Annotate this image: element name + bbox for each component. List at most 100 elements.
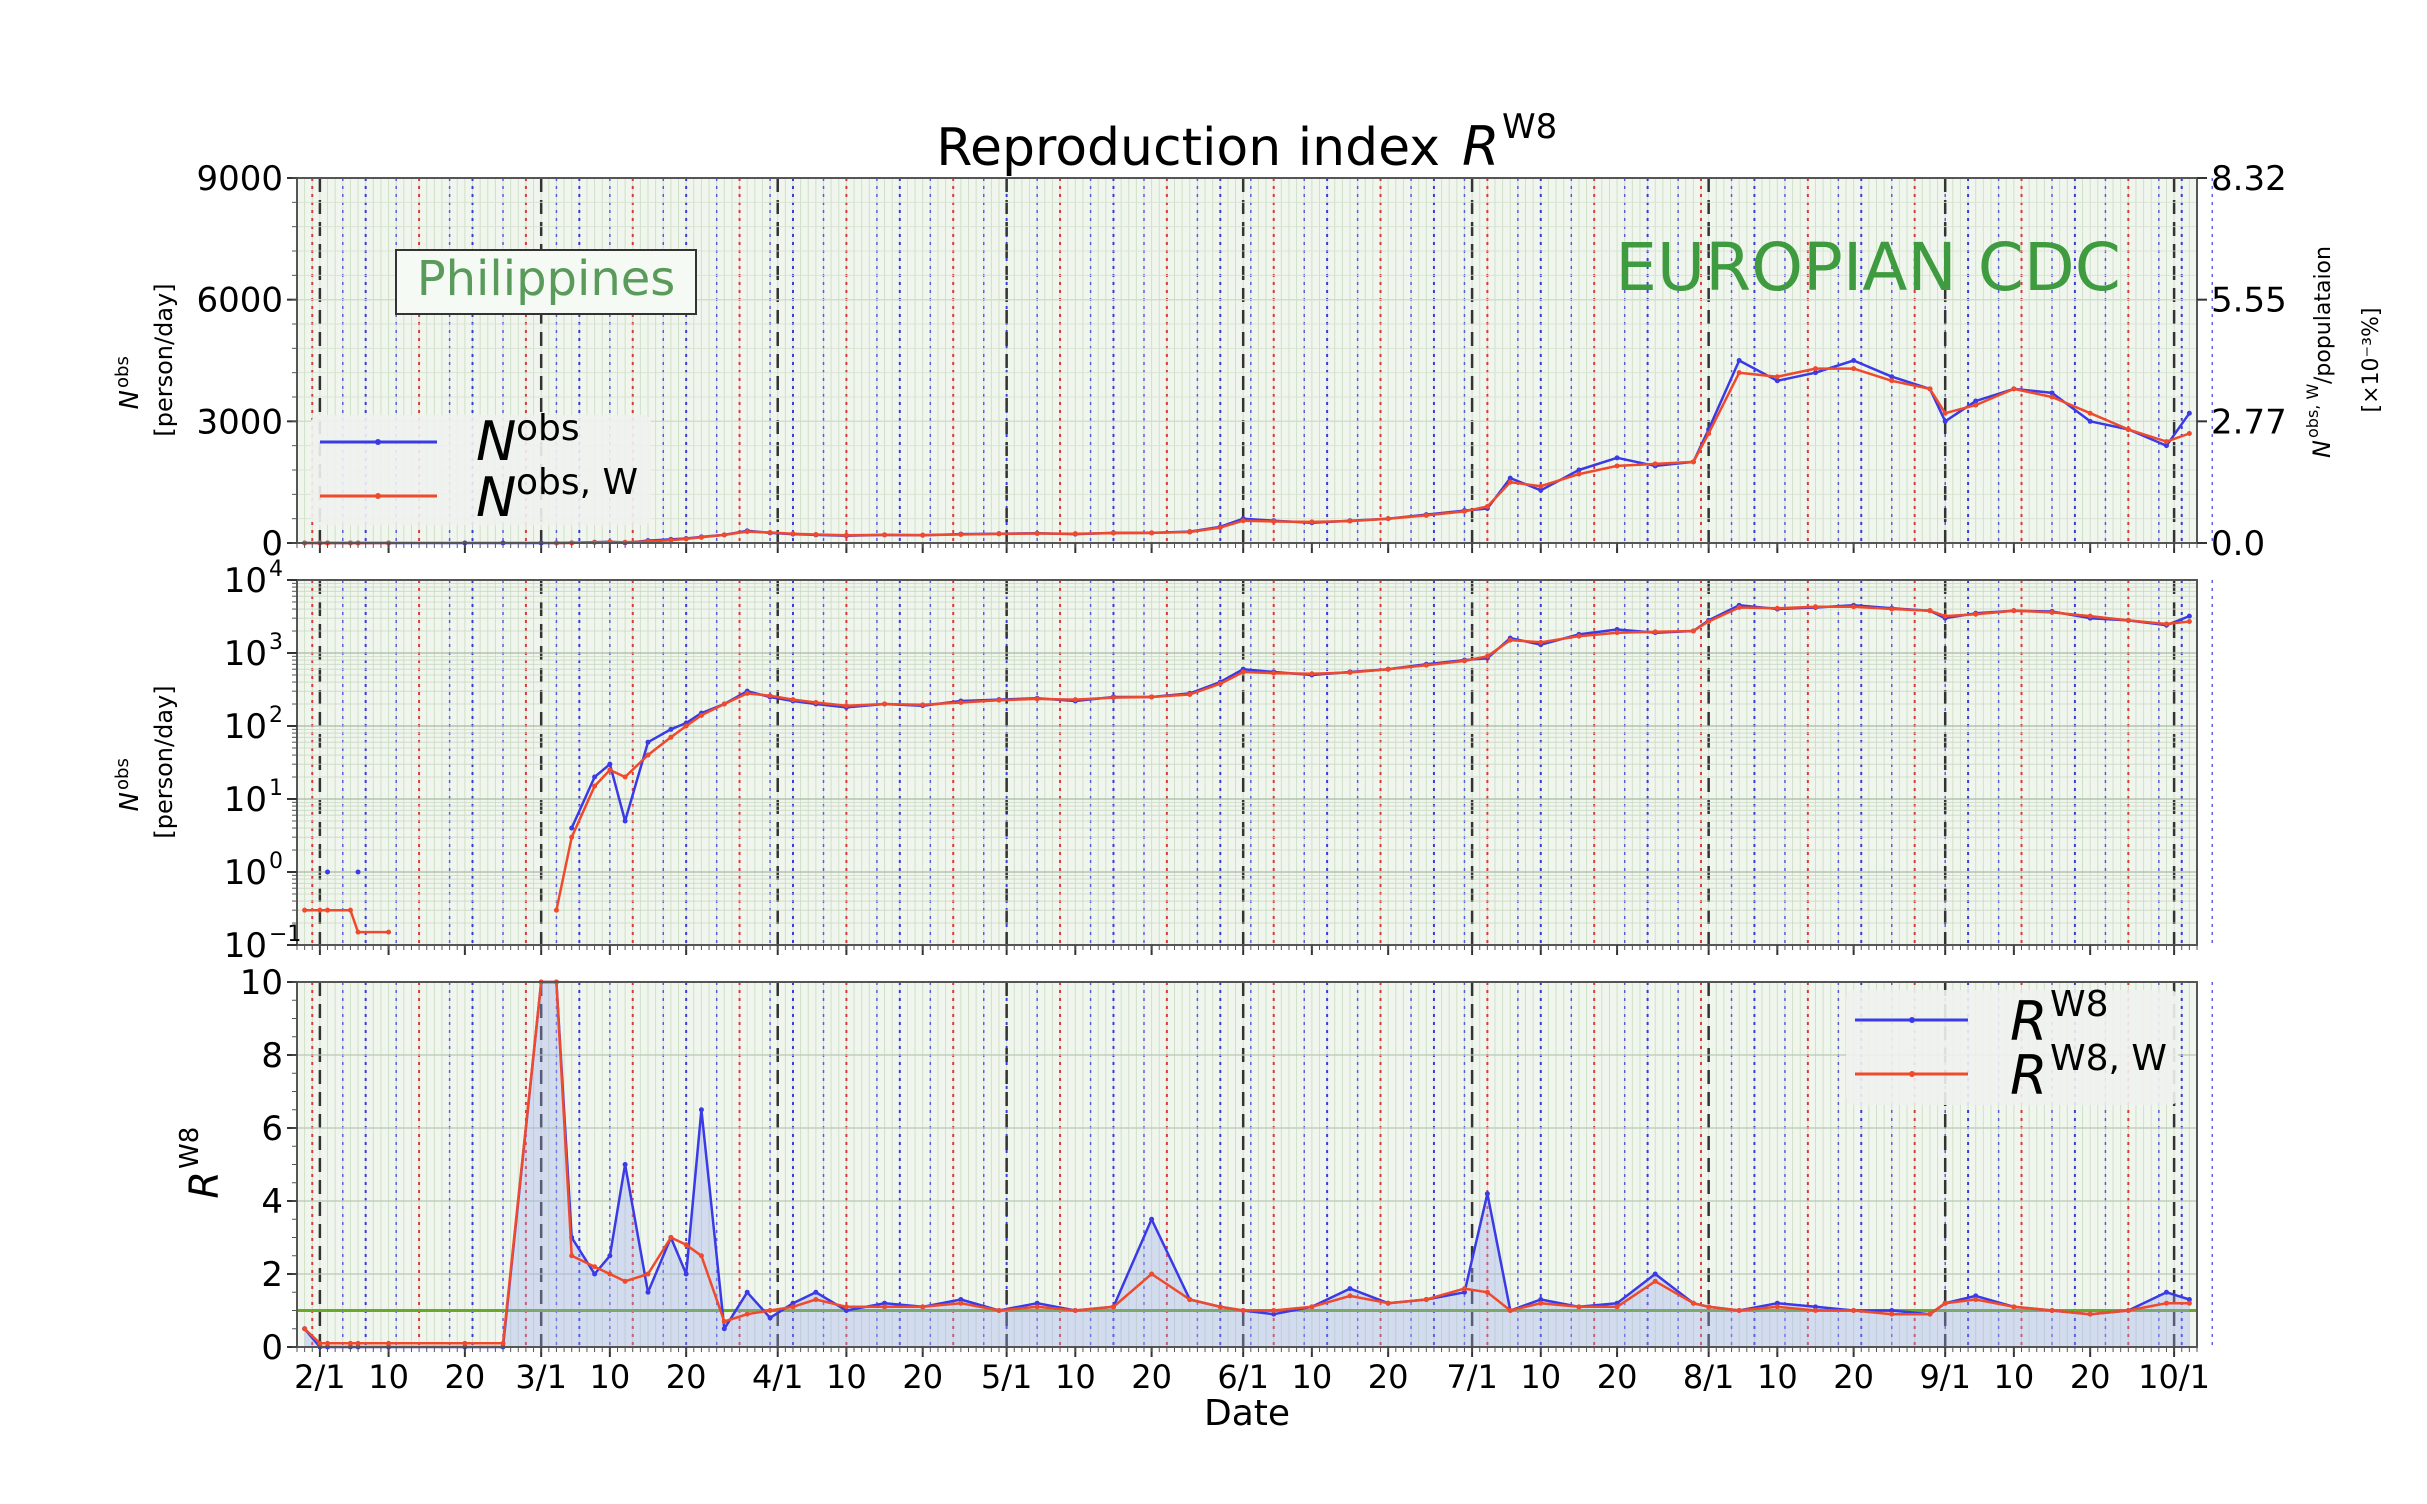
x-tick-label: 2/1 <box>294 1358 346 1396</box>
p2-nobs-point <box>569 825 575 831</box>
legend-rw8-sup: W8 <box>2050 984 2109 1025</box>
p1-nobsw-point <box>744 529 750 535</box>
p3-rw8w-point <box>1187 1297 1193 1303</box>
p3-rw8-point <box>1652 1271 1658 1277</box>
p2-y-tick-exp: 2 <box>269 703 283 728</box>
p1-nobsw-point <box>1736 370 1742 376</box>
p2-nobsw-point <box>1385 666 1391 672</box>
p3-rw8-point <box>607 1253 613 1259</box>
p2-nobsw-point <box>668 734 674 740</box>
p2-nobsw-point <box>1309 671 1315 677</box>
p2-nobs-point <box>355 869 361 875</box>
p3-rw8w-point <box>1889 1311 1895 1317</box>
p3-rw8-point <box>1271 1311 1277 1317</box>
p1-y-tick-label: 3000 <box>196 402 283 442</box>
p1-y-tick-label: 0 <box>261 524 283 564</box>
p3-y-tick-label: 2 <box>261 1255 283 1295</box>
x-tick-label: 9/1 <box>1919 1358 1971 1396</box>
source-label: EUROPIAN CDC <box>1615 229 2121 306</box>
p2-nobsw-point <box>1034 696 1040 702</box>
p3-rw8-point <box>1034 1300 1040 1306</box>
p1-nobsw-point <box>1942 410 1948 416</box>
p1-nobs-point <box>1576 467 1582 473</box>
p2-nobsw-point <box>2049 609 2055 615</box>
p1-nobsw-point <box>882 532 888 538</box>
p2-nobsw-point <box>813 699 819 705</box>
p3-rw8w-point <box>1942 1300 1948 1306</box>
p1-y-tick-label: 9000 <box>196 159 283 199</box>
p3-rw8w-point <box>355 1340 361 1346</box>
p3-rw8-point <box>882 1300 888 1306</box>
p1-nobs-point <box>1538 487 1544 493</box>
p3-rw8w-point <box>1461 1286 1467 1292</box>
p1-nobsw-point <box>790 531 796 537</box>
p2-nobsw-point <box>1973 611 1979 617</box>
p3-rw8w-point <box>302 1326 308 1332</box>
x-tick-label: 7/1 <box>1446 1358 1498 1396</box>
p2-nobs-point <box>592 774 598 780</box>
p1-nobsw-point <box>1507 479 1513 485</box>
panel3-legend: R W8 R W8, W <box>1846 984 2178 1107</box>
p2-nobsw-point <box>996 697 1002 703</box>
p2-nobsw-point <box>1347 670 1353 676</box>
p1-nobsw-point <box>1149 530 1155 536</box>
x-tick-label: 8/1 <box>1683 1358 1735 1396</box>
p2-nobsw-point <box>1927 608 1933 614</box>
p3-rw8w-point <box>1706 1304 1712 1310</box>
p3-rw8w-point <box>2186 1300 2192 1306</box>
p3-rw8w-point <box>592 1264 598 1270</box>
x-tick-label: 20 <box>1833 1358 1874 1396</box>
x-tick-label: 10 <box>1520 1358 1561 1396</box>
p2-nobsw-point <box>1423 662 1429 668</box>
p3-rw8w-point <box>1614 1304 1620 1310</box>
p1-nobsw-point <box>1538 483 1544 489</box>
p2-nobsw-point <box>920 702 926 708</box>
p3-rw8-point <box>1347 1286 1353 1292</box>
p3-y-tick-label: 0 <box>261 1328 283 1368</box>
p3-rw8w-point <box>1149 1271 1155 1277</box>
legend-rw8w-symbol: R <box>2010 1044 2048 1107</box>
p3-rw8-point <box>698 1107 704 1113</box>
p3-rw8-point <box>2186 1297 2192 1303</box>
p3-y-tick-label: 4 <box>261 1182 283 1222</box>
p1-nobs-point <box>1507 475 1513 481</box>
p2-nobsw-point <box>1851 604 1857 610</box>
p1-nobsw-point <box>683 536 689 542</box>
p2-nobsw-point <box>1149 694 1155 700</box>
p2-nobsw-point <box>2186 619 2192 625</box>
p2-y-tick-exp: 1 <box>269 776 283 801</box>
p2-nobsw-point <box>843 703 849 709</box>
p3-rw8-point <box>843 1308 849 1313</box>
p3-rw8w-point <box>1347 1293 1353 1299</box>
x-tick-label: 20 <box>1597 1358 1638 1396</box>
p1-nobs-point <box>1973 398 1979 404</box>
p3-rw8w-point <box>607 1271 613 1277</box>
p2-nobsw-point <box>2011 608 2017 614</box>
p2-nobsw-point <box>2087 613 2093 619</box>
p2-nobs-point <box>2186 613 2192 619</box>
p3-rw8w-point <box>698 1253 704 1259</box>
p2-nobsw-point <box>1576 633 1582 639</box>
p2-nobsw-point <box>1240 669 1246 675</box>
p3-ylabel-sup: W8 <box>175 1127 205 1169</box>
panel1-ylabel: N obs [person/day] <box>112 283 178 436</box>
p3-ylabel-symbol: R <box>182 1171 228 1199</box>
country-box: Philippines <box>395 249 697 315</box>
p3-rw8w-point <box>1240 1308 1246 1313</box>
p3-rw8w-point <box>347 1340 353 1346</box>
x-tick-label: 5/1 <box>981 1358 1033 1396</box>
x-tick-label: 20 <box>2070 1358 2111 1396</box>
p2-ylabel-sup: obs <box>112 758 133 790</box>
x-tick-label: 10 <box>1994 1358 2035 1396</box>
p3-rw8w-point <box>882 1304 888 1310</box>
x-axis-label: Date <box>1204 1393 1290 1434</box>
p3-rw8w-point <box>1652 1278 1658 1284</box>
p3-rw8w-point <box>1774 1304 1780 1310</box>
p1-nobs-point <box>1942 418 1948 424</box>
p1-nobsw-point <box>1614 463 1620 469</box>
p3-rw8w-point <box>1538 1300 1544 1306</box>
p1-nobs-point <box>1736 358 1742 363</box>
p2-nobs-point <box>668 726 674 732</box>
p3-rw8-point <box>645 1289 651 1295</box>
p3-y-tick-label: 6 <box>261 1109 283 1149</box>
